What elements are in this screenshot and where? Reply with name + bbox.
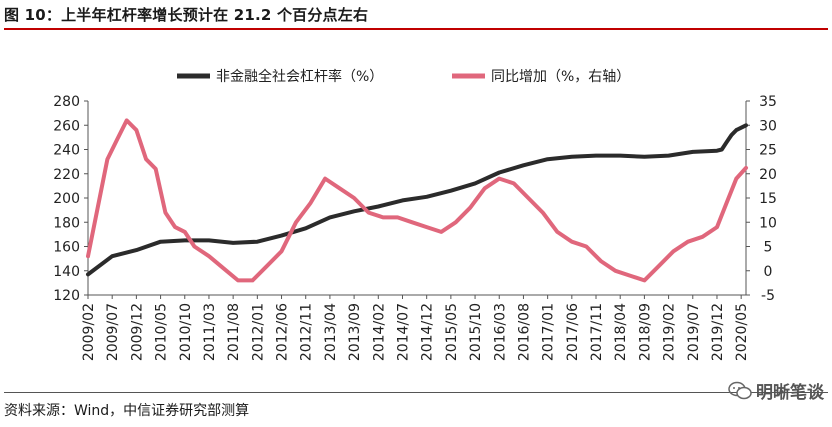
y-left-tick-label: 180 bbox=[53, 215, 80, 231]
y-left-tick-label: 280 bbox=[53, 94, 80, 110]
legend-label-yoy: 同比增加（%，右轴） bbox=[491, 69, 630, 85]
x-tick-label: 2016/03 bbox=[492, 303, 508, 361]
x-tick-label: 2014/02 bbox=[371, 303, 387, 361]
x-tick-label: 2014/12 bbox=[420, 303, 436, 361]
legend-label-leverage: 非金融全社会杠杆率（%） bbox=[216, 68, 383, 85]
wechat-icon bbox=[728, 381, 752, 399]
x-tick-label: 2020/05 bbox=[734, 303, 750, 361]
y-left-tick-label: 200 bbox=[53, 191, 80, 207]
y-left-tick-label: 240 bbox=[53, 143, 80, 159]
series-line-yoy bbox=[86, 118, 748, 283]
x-tick-label: 2019/12 bbox=[710, 303, 726, 361]
y-right-tick-label: -5 bbox=[761, 288, 775, 304]
y-right-tick-label: 10 bbox=[759, 215, 777, 231]
y-left-tick-label: 160 bbox=[53, 240, 80, 256]
y-left-tick-label: 220 bbox=[53, 167, 80, 183]
x-tick-label: 2013/04 bbox=[323, 303, 339, 361]
y-right-tick-label: 15 bbox=[759, 191, 777, 207]
x-tick-label: 2018/09 bbox=[637, 303, 653, 361]
x-tick-label: 2017/06 bbox=[565, 303, 581, 361]
x-tick-label: 2016/08 bbox=[516, 303, 532, 361]
y-right-tick-label: 0 bbox=[764, 264, 773, 280]
chart-legend: 非金融全社会杠杆率（%） 同比增加（%，右轴） bbox=[177, 68, 630, 85]
y-left-tick-label: 120 bbox=[53, 288, 80, 304]
x-tick-label: 2010/05 bbox=[154, 303, 170, 361]
source-rule bbox=[4, 392, 828, 393]
x-tick-label: 2019/02 bbox=[662, 303, 678, 361]
x-tick-label: 2015/05 bbox=[444, 303, 460, 361]
y-right-tick-label: 5 bbox=[764, 240, 773, 256]
x-tick-label: 2009/07 bbox=[105, 303, 121, 361]
x-tick-label: 2017/01 bbox=[541, 303, 557, 361]
x-tick-label: 2010/10 bbox=[178, 303, 194, 361]
watermark: 明晰笔谈 bbox=[728, 378, 824, 403]
y-right-tick-label: 25 bbox=[759, 143, 777, 159]
x-tick-label: 2012/11 bbox=[299, 303, 315, 361]
x-tick-label: 2012/06 bbox=[275, 303, 291, 361]
x-tick-label: 2019/07 bbox=[686, 303, 702, 361]
source-note: 资料来源：Wind，中信证券研究部测算 bbox=[4, 403, 250, 419]
watermark-text: 明晰笔谈 bbox=[756, 383, 824, 403]
title-rule bbox=[4, 28, 828, 30]
leverage-chart: 非金融全社会杠杆率（%） 同比增加（%，右轴） 1201401601802002… bbox=[53, 68, 777, 361]
y-right-tick-label: 30 bbox=[759, 118, 777, 134]
x-tick-label: 2009/12 bbox=[129, 303, 145, 361]
x-tick-label: 2012/01 bbox=[250, 303, 266, 361]
x-tick-label: 2009/02 bbox=[81, 303, 97, 361]
y-left-tick-label: 260 bbox=[53, 118, 80, 134]
x-tick-label: 2015/10 bbox=[468, 303, 484, 361]
x-tick-label: 2017/11 bbox=[589, 303, 605, 361]
x-tick-label: 2018/04 bbox=[613, 303, 629, 361]
y-right-tick-label: 35 bbox=[759, 94, 777, 110]
y-left-tick-label: 140 bbox=[53, 264, 80, 280]
x-tick-label: 2011/08 bbox=[226, 303, 242, 361]
x-tick-label: 2013/09 bbox=[347, 303, 363, 361]
x-tick-label: 2014/07 bbox=[395, 303, 411, 361]
figure-title: 图 10：上半年杠杆率增长预计在 21.2 个百分点左右 bbox=[4, 6, 369, 24]
y-right-tick-label: 20 bbox=[759, 167, 777, 183]
x-tick-label: 2011/03 bbox=[202, 303, 218, 361]
series-line-leverage bbox=[86, 123, 748, 277]
